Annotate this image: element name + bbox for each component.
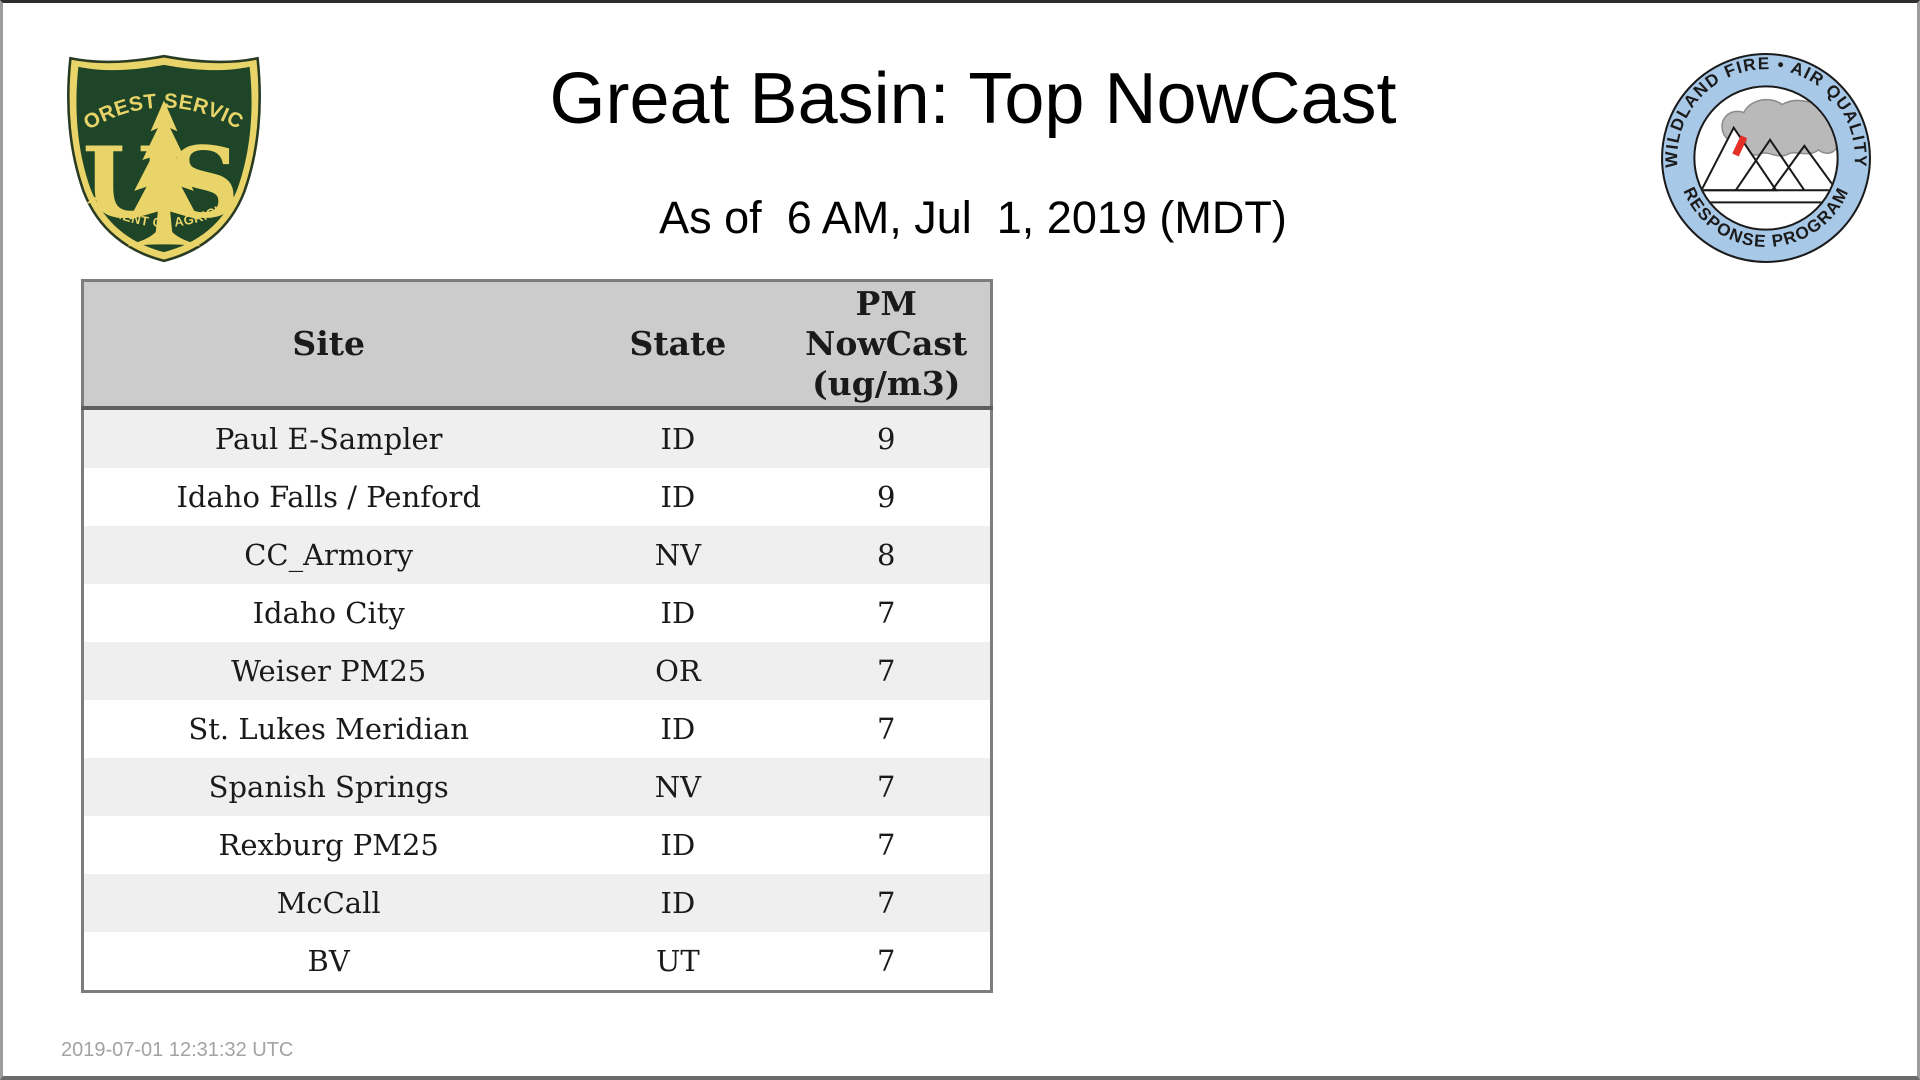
cell-site: McCall	[276, 886, 381, 920]
table-body: Paul E-Sampler ID 9 Idaho Falls / Penford ID…	[82, 408, 992, 992]
cell-value: 7	[876, 712, 896, 746]
cell-site: Spanish Springs	[208, 770, 449, 804]
page-subtitle: As of 6 AM, Jul 1, 2019 (MDT)	[659, 192, 1287, 243]
cell-site: Idaho City	[252, 596, 405, 630]
generated-timestamp: 2019-07-01 12:31:32 UTC	[61, 1039, 294, 1061]
cell-state: NV	[654, 538, 702, 572]
table-row: Idaho City ID 7	[82, 584, 992, 642]
cell-state: ID	[660, 828, 696, 862]
column-header-state: State	[573, 280, 783, 410]
forest-service-logo: FOREST SERVICE U S DEPARTMENT OF AGRICUL…	[61, 49, 261, 263]
table-row: McCall ID 7	[82, 874, 992, 932]
table-header: Site State PM NowCast (ug/m3)	[82, 280, 992, 410]
airfire-badge-icon: WILDLAND FIRE • AIR QUALITY RESPONSE PRO…	[1661, 53, 1871, 263]
cell-state: OR	[655, 654, 701, 688]
mountain-icon	[1771, 144, 1837, 191]
cell-value: 7	[876, 654, 896, 688]
cell-value: 8	[876, 538, 896, 572]
cell-site: St. Lukes Meridian	[188, 712, 469, 746]
table-row: Rexburg PM25 ID 7	[82, 816, 992, 874]
cell-state: ID	[660, 596, 696, 630]
cell-value: 9	[876, 480, 896, 514]
nowcast-table: Site State PM NowCast (ug/m3) Paul E-Sam…	[81, 279, 993, 993]
cell-value: 7	[876, 770, 896, 804]
table-row: CC_Armory NV 8	[82, 526, 992, 584]
cell-site: Idaho Falls / Penford	[176, 480, 481, 514]
table-row: St. Lukes Meridian ID 7	[82, 700, 992, 758]
page-title: Great Basin: Top NowCast	[549, 59, 1397, 139]
pine-tree-icon	[126, 100, 202, 247]
column-header-site: Site	[82, 280, 574, 410]
cell-site: Rexburg PM25	[218, 828, 439, 862]
fire-mark-icon	[1732, 135, 1748, 157]
airfire-badge-logo: WILDLAND FIRE • AIR QUALITY RESPONSE PRO…	[1661, 53, 1871, 263]
cell-site: BV	[307, 944, 350, 978]
mountain-icon	[1734, 138, 1806, 191]
table-row: Weiser PM25 OR 7	[82, 642, 992, 700]
table-row: BV UT 7	[82, 932, 992, 992]
cell-site: Weiser PM25	[231, 654, 427, 688]
cell-state: ID	[660, 712, 696, 746]
forest-service-shield-icon: FOREST SERVICE U S DEPARTMENT OF AGRICUL…	[61, 49, 261, 263]
cell-site: CC_Armory	[244, 538, 414, 572]
cell-value: 7	[876, 828, 896, 862]
table-row: Spanish Springs NV 7	[82, 758, 992, 816]
table-row: Idaho Falls / Penford ID 9	[82, 468, 992, 526]
table-row: Paul E-Sampler ID 9	[82, 408, 992, 468]
cell-state: ID	[660, 480, 696, 514]
cell-state: UT	[655, 944, 700, 978]
cell-state: ID	[660, 422, 696, 456]
column-header-pm-nowcast: PM NowCast (ug/m3)	[782, 280, 992, 410]
cell-site: Paul E-Sampler	[214, 422, 443, 456]
cell-value: 7	[876, 944, 896, 978]
cell-state: ID	[660, 886, 696, 920]
cell-value: 7	[876, 596, 896, 630]
cell-value: 9	[876, 422, 896, 456]
cell-state: NV	[654, 770, 702, 804]
cell-value: 7	[876, 886, 896, 920]
